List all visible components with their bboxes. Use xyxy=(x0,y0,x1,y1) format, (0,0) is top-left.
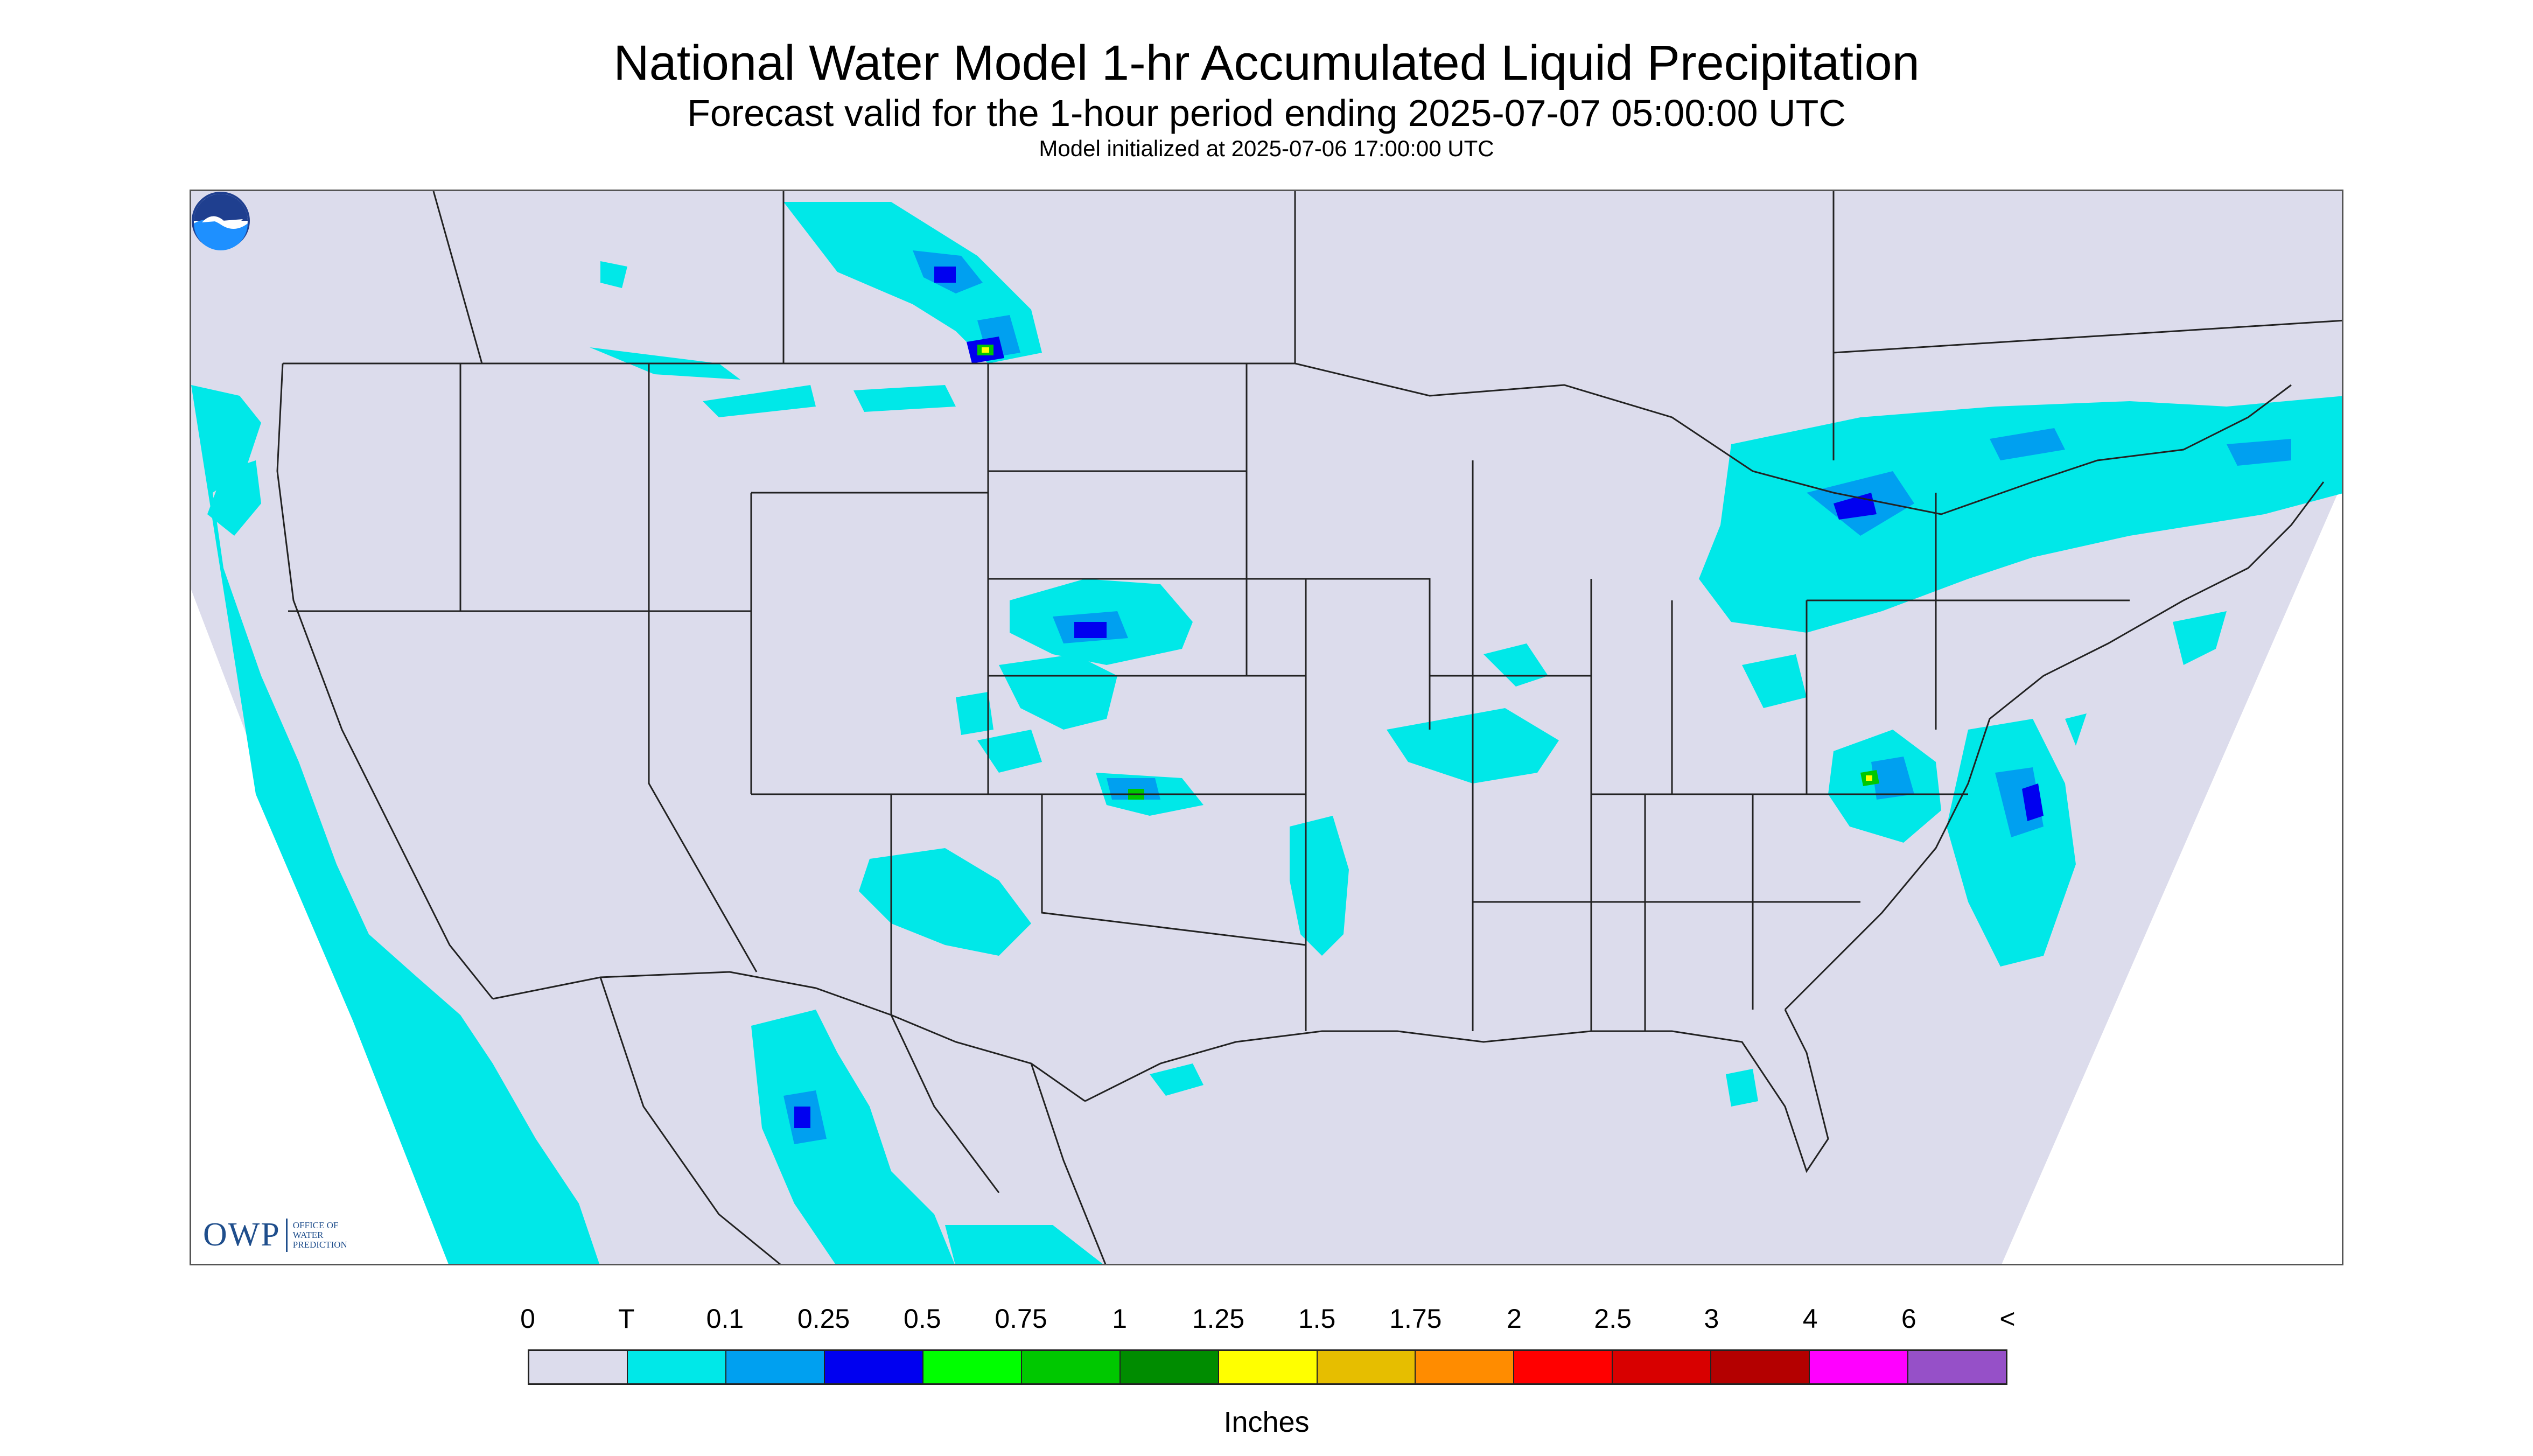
legend-swatch xyxy=(824,1351,923,1383)
model-init-text: Model initialized at 2025-07-06 17:00:00… xyxy=(1039,136,1494,161)
legend-swatch xyxy=(1908,1351,2006,1383)
legend-units: Inches xyxy=(1223,1406,1310,1438)
legend-tick-label: 0 xyxy=(520,1304,535,1334)
precip-trace-areas xyxy=(191,202,2342,1264)
precip-blue xyxy=(794,267,2044,1128)
legend-tick-label: 2.5 xyxy=(1594,1304,1632,1334)
legend-swatch xyxy=(1219,1351,1318,1383)
map-canvas xyxy=(191,191,2342,1264)
legend-swatch xyxy=(1120,1351,1219,1383)
legend-tick-label: < xyxy=(1999,1304,2016,1334)
legend-swatch xyxy=(923,1351,1022,1383)
legend-tick-label: T xyxy=(618,1304,635,1334)
owp-logo-text: OWP xyxy=(203,1216,281,1253)
legend-swatch xyxy=(1613,1351,1712,1383)
legend-tick-label: 0.1 xyxy=(706,1304,744,1334)
legend-tick-label: 1 xyxy=(1112,1304,1128,1334)
legend-swatch xyxy=(627,1351,726,1383)
owp-logo-subtext: OFFICE OF WATER PREDICTION xyxy=(292,1220,347,1250)
legend-colorbar xyxy=(528,1349,2007,1385)
legend-swatch xyxy=(1514,1351,1613,1383)
legend-tick-label: 1.5 xyxy=(1298,1304,1336,1334)
legend-tick-label: 0.5 xyxy=(904,1304,941,1334)
legend-tick-label: 4 xyxy=(1802,1304,1818,1334)
legend-tick-label: 2 xyxy=(1507,1304,1522,1334)
legend-swatch xyxy=(1317,1351,1416,1383)
legend-tick-label: 1.75 xyxy=(1389,1304,1442,1334)
legend-tick-label: 6 xyxy=(1901,1304,1916,1334)
precip-light-blue xyxy=(783,250,2291,1144)
legend-swatch xyxy=(1810,1351,1909,1383)
legend-swatch xyxy=(529,1351,628,1383)
legend-tick-label: 3 xyxy=(1704,1304,1719,1334)
page-title: National Water Model 1-hr Accumulated Li… xyxy=(613,36,1920,90)
legend-tick-label: 0.75 xyxy=(995,1304,1047,1334)
legend-swatch xyxy=(1021,1351,1121,1383)
legend-tick-label: 1.25 xyxy=(1192,1304,1245,1334)
legend-swatch xyxy=(1416,1351,1515,1383)
forecast-valid-subtitle: Forecast valid for the 1-hour period end… xyxy=(687,92,1846,134)
precipitation-map: OWP OFFICE OF WATER PREDICTION xyxy=(190,190,2343,1265)
legend-swatch xyxy=(1711,1351,1810,1383)
precip-yellow-cores xyxy=(982,347,1872,781)
owp-logo: OWP OFFICE OF WATER PREDICTION xyxy=(203,1216,363,1254)
political-boundaries xyxy=(276,191,2342,1264)
legend-tick-labels: 0 T 0.1 0.25 0.5 0.75 1 1.25 1.5 1.75 2 2.5 3 4 6 < xyxy=(520,1303,2016,1335)
legend-tick-label: 0.25 xyxy=(797,1304,850,1334)
noaa-logo-icon xyxy=(192,192,250,250)
legend-swatch xyxy=(726,1351,825,1383)
owp-logo-divider xyxy=(285,1218,288,1252)
